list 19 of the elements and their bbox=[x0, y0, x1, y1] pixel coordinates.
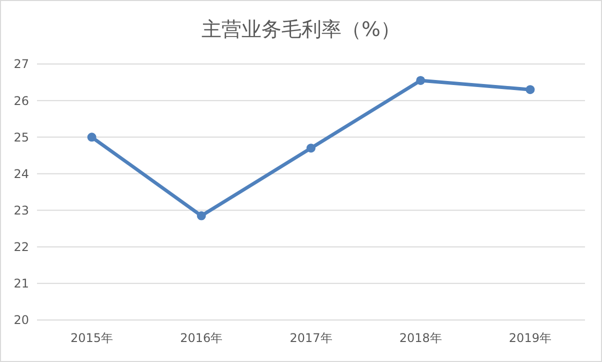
y-tick-label: 23 bbox=[14, 203, 29, 218]
y-tick-label: 26 bbox=[14, 94, 29, 108]
point bbox=[416, 76, 426, 85]
point bbox=[87, 132, 96, 142]
y-tick-label: 27 bbox=[14, 57, 29, 72]
y-tick-label: 22 bbox=[14, 240, 29, 254]
x-tick-label: 2019年 bbox=[508, 331, 552, 345]
point bbox=[526, 85, 535, 94]
chart-title: 主营业务毛利率（%） bbox=[201, 17, 401, 41]
x-tick-label: 2017年 bbox=[290, 331, 332, 345]
point bbox=[306, 144, 316, 153]
x-tick-label: 2018年 bbox=[399, 331, 442, 345]
x-tick-label: 2016年 bbox=[180, 331, 223, 345]
y-tick-label: 21 bbox=[14, 276, 29, 291]
y-tick-label: 24 bbox=[14, 166, 29, 181]
y-tick-label: 20 bbox=[14, 313, 29, 328]
point bbox=[196, 211, 206, 220]
y-tick-label: 25 bbox=[14, 130, 29, 144]
x-tick-label: 2015年 bbox=[70, 331, 114, 345]
